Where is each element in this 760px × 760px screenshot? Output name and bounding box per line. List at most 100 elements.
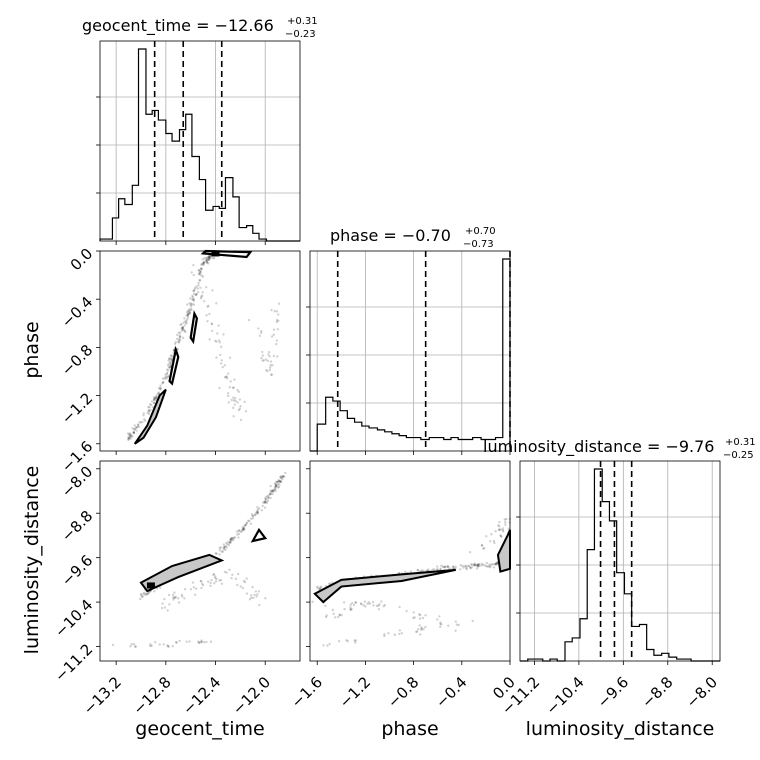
sample-point	[260, 329, 263, 333]
sample-point	[492, 539, 496, 543]
sample-point	[202, 641, 206, 644]
sample-point	[360, 602, 363, 606]
sample-point	[152, 398, 156, 402]
sample-point	[244, 410, 248, 413]
sample-point	[165, 377, 168, 380]
sample-point	[498, 528, 501, 532]
sample-point	[240, 530, 243, 533]
sample-point	[197, 272, 201, 276]
sample-point	[186, 313, 189, 317]
sample-point	[382, 605, 385, 608]
sample-point	[421, 616, 425, 620]
sample-point	[260, 356, 263, 360]
sample-point	[274, 483, 278, 487]
sample-point	[210, 578, 213, 582]
sample-point	[457, 623, 460, 627]
sample-point	[473, 563, 477, 567]
sample-point	[200, 274, 203, 277]
sample-point	[192, 297, 195, 301]
sample-point	[167, 365, 170, 369]
sample-point	[267, 353, 270, 356]
sample-point	[270, 335, 274, 338]
sample-point	[325, 614, 328, 617]
sample-point	[134, 645, 137, 648]
sample-point	[128, 436, 131, 440]
sample-point	[253, 593, 256, 597]
sample-point	[139, 421, 143, 424]
sample-point	[377, 608, 381, 611]
sample-point	[175, 641, 178, 644]
sample-point	[180, 322, 183, 326]
sample-point	[127, 438, 130, 441]
sample-point	[415, 630, 419, 633]
sample-point	[256, 593, 259, 596]
sample-point	[224, 544, 227, 548]
sample-point	[475, 564, 478, 567]
contour-phase-geocent-2	[168, 345, 180, 386]
sample-point	[276, 483, 280, 486]
sample-point	[157, 391, 161, 394]
sample-point	[148, 410, 151, 413]
sample-point	[279, 475, 282, 479]
sample-point	[186, 317, 189, 320]
sample-point	[420, 626, 423, 629]
sample-point	[196, 291, 200, 294]
sample-point	[446, 564, 450, 568]
sample-point	[198, 641, 201, 644]
sample-point	[274, 487, 277, 491]
sample-point	[184, 330, 187, 334]
sample-point	[269, 360, 273, 363]
sample-point	[167, 593, 171, 597]
sample-point	[336, 615, 340, 619]
sample-point	[275, 318, 279, 322]
sample-point	[499, 534, 502, 537]
sample-point	[459, 564, 462, 567]
sample-point	[476, 563, 479, 567]
sample-point	[281, 475, 284, 478]
sample-point	[132, 643, 136, 646]
sample-point	[363, 600, 367, 604]
sample-point	[480, 562, 484, 566]
sample-point	[185, 314, 188, 317]
sample-point	[324, 615, 328, 619]
sample-point	[162, 643, 165, 646]
sample-point	[239, 530, 242, 533]
sample-point	[261, 354, 265, 357]
sample-point	[197, 269, 200, 272]
sample-point	[439, 567, 442, 570]
sample-point	[229, 380, 232, 383]
sample-point	[200, 640, 203, 644]
sample-point	[214, 551, 217, 555]
sample-point	[271, 490, 274, 493]
sample-point	[169, 365, 172, 368]
sample-point	[276, 486, 280, 489]
sample-point	[496, 561, 499, 564]
sample-point	[334, 616, 337, 619]
sample-point	[346, 640, 349, 643]
sample-point	[426, 568, 430, 571]
sample-point	[169, 363, 172, 367]
sample-point	[241, 526, 244, 529]
sample-point	[273, 488, 276, 491]
sample-point	[284, 471, 287, 475]
sample-point	[270, 373, 273, 376]
sample-point	[229, 541, 232, 544]
sample-point	[183, 324, 186, 327]
sample-point	[466, 564, 469, 568]
sample-point	[223, 570, 227, 574]
sample-point	[195, 292, 198, 296]
sample-point	[278, 483, 281, 486]
sample-point	[194, 293, 198, 297]
sample-point	[126, 432, 130, 435]
sample-point	[202, 263, 205, 266]
sample-point	[494, 563, 497, 566]
sample-point	[158, 643, 161, 646]
sample-point	[153, 590, 156, 593]
sample-point	[166, 363, 170, 367]
sample-point	[245, 522, 248, 525]
sample-point	[424, 625, 427, 629]
sample-point	[145, 593, 148, 596]
sample-point	[484, 564, 487, 567]
sample-point	[377, 604, 380, 607]
sample-point	[338, 613, 341, 616]
